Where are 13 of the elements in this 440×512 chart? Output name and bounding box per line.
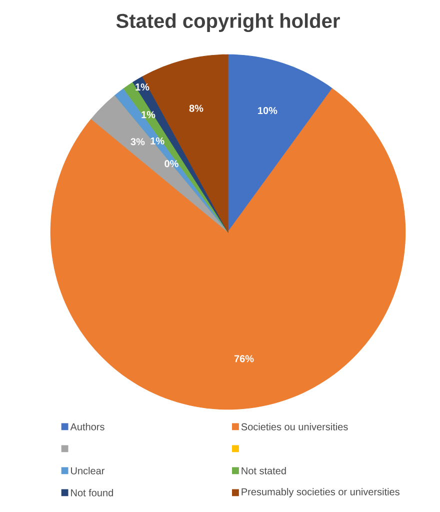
data-label: 8% [189,104,204,112]
text: 0% [164,160,178,168]
data-label: 10% [258,107,278,114]
legend-label: Presumably societies or universities [242,488,400,498]
data-label: 1% [136,83,150,91]
legend-label: Societies ou universities [241,423,348,430]
legend-label: Authors [70,423,104,430]
legend-label: Not found [71,489,113,496]
data-label: 76% [234,355,254,362]
legend-label: Not stated [242,467,286,474]
legend-label: Unclear [71,467,105,474]
chart-title: Stated copyright holder [116,13,340,32]
data-label: 3% [130,138,145,146]
